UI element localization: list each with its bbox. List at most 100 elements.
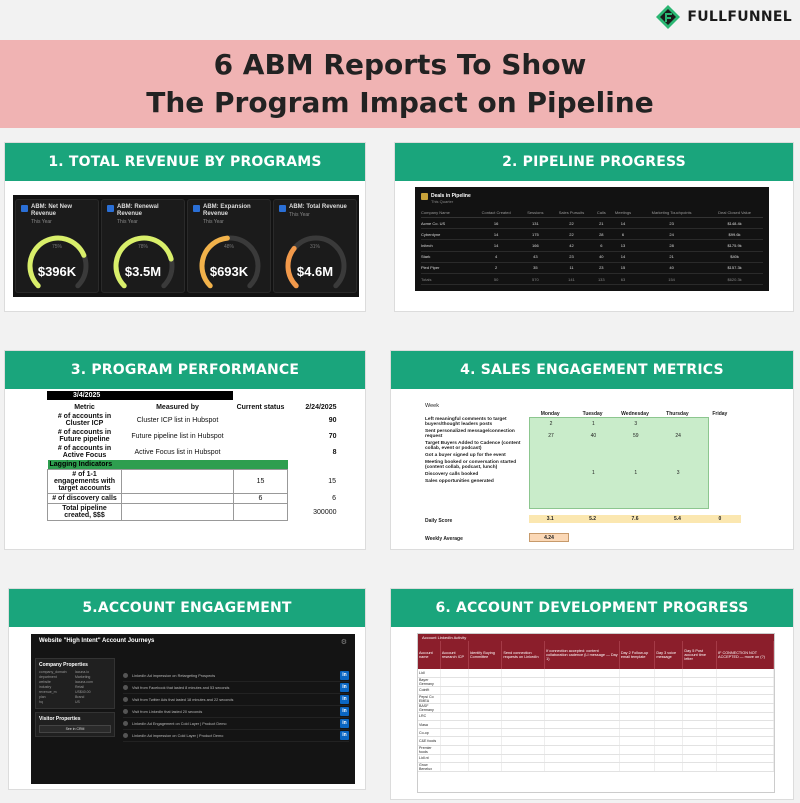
settings-icon[interactable]: ⚙ <box>340 639 347 646</box>
status-cell <box>468 712 503 722</box>
activity-grid: 2 1 3 27 40 59 24 1 1 3 <box>529 417 709 509</box>
totals-row: Totals 50 570 141 133 63 154 $620.3k <box>421 273 763 286</box>
activity-labels: Left meaningful comments to target buyer… <box>425 417 525 485</box>
day-label: Thursday <box>666 411 689 417</box>
status-cell <box>544 736 620 746</box>
table-cell: 14 <box>470 228 522 241</box>
property-value: Brand <box>75 695 85 699</box>
status-cell <box>544 712 620 722</box>
table-cell: 14 <box>608 217 638 230</box>
table-cell: 23 <box>593 262 609 274</box>
revenue-value: $3.5M <box>124 264 162 279</box>
daily-score: 7.6 <box>631 516 639 522</box>
panel-total-revenue: 1. TOTAL REVENUE BY PROGRAMS ABM: Net Ne… <box>4 142 366 312</box>
column-header: Day 5 Post account time letter <box>682 641 718 669</box>
table-cell: 35 <box>521 262 550 274</box>
current-status <box>234 444 288 460</box>
table-cell: 24 <box>637 228 707 241</box>
status-cell <box>544 686 620 695</box>
status-cell <box>654 745 684 755</box>
see-in-crm-button[interactable]: See in CRM <box>39 725 111 733</box>
table-row: Grow Benelux <box>418 762 774 772</box>
gauge-arc <box>285 235 347 289</box>
property-value: US <box>75 700 80 704</box>
column-header: Contact Created <box>470 208 522 218</box>
status-cell <box>468 736 503 746</box>
property-row: company_domain lacuna.io <box>39 670 111 675</box>
table-cell: 23 <box>637 217 707 230</box>
status-cell <box>654 694 684 704</box>
lagging-value: 15 <box>328 478 336 485</box>
status-cell <box>654 728 684 738</box>
gauge-percent: 31% <box>309 244 320 250</box>
activity-cell: 40 <box>590 433 597 439</box>
status-cell <box>468 754 503 763</box>
metric-row: # of accounts in Cluster ICP Cluster ICP … <box>48 412 339 428</box>
table-row: Premier foods <box>418 745 774 755</box>
revenue-card-subtitle: This Year <box>289 212 310 218</box>
property-value: Marketing <box>75 675 91 679</box>
status-cell <box>440 762 469 772</box>
status-cell <box>619 694 656 704</box>
activity-cell: 2 <box>549 421 553 427</box>
lagging-indicators-label: Lagging Indicators <box>47 460 288 470</box>
page-title-line2: The Program Impact on Pipeline <box>146 86 654 119</box>
total-cell: Totals <box>421 273 471 286</box>
account-name: Viasa <box>418 720 441 730</box>
company-properties-label: Company Properties <box>39 662 88 668</box>
status-cell <box>544 745 620 755</box>
day-label: Friday <box>712 411 728 417</box>
pipeline-table-title: Deals in Pipeline <box>421 193 763 200</box>
gauge-percent: 48% <box>223 244 234 250</box>
event-dot-icon <box>123 697 128 702</box>
metric-value: 70 <box>328 432 337 440</box>
linkedin-icon: in <box>340 719 349 728</box>
table-row: Coinfit <box>418 686 774 695</box>
status-cell <box>501 703 546 713</box>
revenue-value: $693K <box>209 264 249 279</box>
status-cell <box>619 677 656 687</box>
status-cell <box>440 712 469 722</box>
status-cell <box>682 745 718 755</box>
table-row: Pepsi Co EMEA <box>418 694 774 704</box>
current-status <box>234 428 288 444</box>
property-key: industry <box>39 685 52 689</box>
account-name: Co-op <box>418 728 441 738</box>
sheet-tab[interactable]: Account LinkedIn Activity <box>418 634 774 641</box>
status-cell <box>440 669 469 678</box>
panel-account-engagement: 5.ACCOUNT ENGAGEMENT Website "High Inten… <box>8 588 366 790</box>
measured-by: Active Focus list in Hubspot <box>134 448 221 456</box>
status-cell <box>619 712 656 722</box>
property-value: US$40.00 <box>75 690 91 694</box>
account-name: Bayer Germany <box>418 677 441 687</box>
status-cell <box>440 754 469 763</box>
pipeline-table-subtitle: This Quarter <box>431 199 454 204</box>
status-cell <box>654 669 684 678</box>
property-key: hq <box>39 700 43 704</box>
pipeline-table-card: Deals in Pipeline This Quarter Company N… <box>415 187 769 291</box>
daily-score-row: 3.1 5.2 7.6 5.4 0 <box>529 515 741 523</box>
status-cell <box>619 736 656 746</box>
panel-pipeline-progress: 2. PIPELINE PROGRESS Deals in Pipeline T… <box>394 142 794 312</box>
feed-item: Visit from Facebook that lasted 8 minute… <box>123 682 349 694</box>
table-cell: 166 <box>521 239 550 252</box>
title-banner: 6 ABM Reports To Show The Program Impact… <box>0 40 800 128</box>
table-cell: $157.3k <box>706 262 763 274</box>
table-cell: 15 <box>608 262 638 274</box>
daily-score: 3.1 <box>546 516 554 522</box>
account-development-sheet: Account LinkedIn Activity Account name Ac… <box>417 633 775 793</box>
panel-program-performance: 3. PROGRAM PERFORMANCE 3/4/2025 Metric M… <box>4 350 366 550</box>
account-development-table: Account name Account research ICP Identify… <box>418 641 774 772</box>
status-cell <box>654 754 684 763</box>
column-header: Day 3 voice message <box>654 641 684 669</box>
status-cell <box>501 720 546 730</box>
status-cell <box>544 677 620 687</box>
table-cell: 40 <box>637 262 707 274</box>
table-cell: 21 <box>637 251 707 263</box>
table-cell: 16 <box>470 217 522 230</box>
status-cell <box>440 728 469 738</box>
status-cell <box>716 677 774 687</box>
col-current-status: Current status <box>236 404 285 411</box>
revenue-value: $4.6M <box>296 264 334 279</box>
status-cell <box>468 745 503 755</box>
